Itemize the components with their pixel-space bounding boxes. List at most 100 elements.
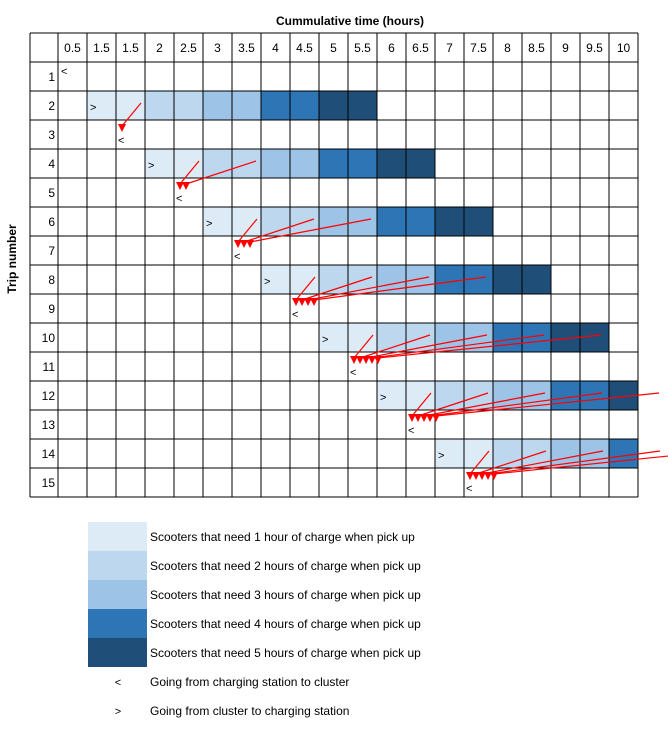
legend-swatch xyxy=(88,522,147,551)
to-station-marker: > xyxy=(148,160,154,172)
legend-symbol-label: Going from cluster to charging station xyxy=(150,704,349,718)
trip-number: 7 xyxy=(48,244,55,258)
charge-arrow-line xyxy=(475,450,547,475)
shaded-cell xyxy=(435,207,464,236)
trip-number: 14 xyxy=(42,447,56,461)
charge-arrow-head xyxy=(356,356,364,364)
shaded-cell xyxy=(377,149,406,178)
shaded-cell xyxy=(319,149,348,178)
charge-arrow-line xyxy=(243,218,315,243)
shaded-cell xyxy=(261,91,290,120)
trip-number: 2 xyxy=(48,99,55,113)
shaded-cell xyxy=(174,91,203,120)
shaded-cell xyxy=(551,381,580,410)
charge-arrow-head xyxy=(426,414,434,422)
charge-arrow-head xyxy=(234,240,242,248)
time-header: 7 xyxy=(446,41,453,55)
legend-swatch xyxy=(88,609,147,638)
charge-arrow-line xyxy=(371,334,545,359)
charge-arrow-head xyxy=(432,414,440,422)
legend-swatch xyxy=(88,580,147,609)
charge-arrow-line xyxy=(237,218,258,243)
charge-arrow-line xyxy=(411,392,432,417)
to-cluster-marker: < xyxy=(234,251,240,263)
legend-label: Scooters that need 5 hours of charge whe… xyxy=(150,646,421,660)
charge-arrow-line xyxy=(417,392,489,417)
charge-arrow-head xyxy=(484,472,492,480)
time-header: 5 xyxy=(330,41,337,55)
time-header: 7.5 xyxy=(470,41,487,55)
charge-arrow-line xyxy=(429,392,603,417)
shaded-cell xyxy=(406,207,435,236)
legend-symbol: < xyxy=(115,677,121,689)
charge-arrow-head xyxy=(350,356,358,364)
charge-arrow-head xyxy=(414,414,422,422)
shaded-cell xyxy=(145,149,174,178)
shaded-cell xyxy=(377,207,406,236)
charge-arrow-head xyxy=(466,472,474,480)
time-header: 8.5 xyxy=(528,41,545,55)
trip-number: 11 xyxy=(43,360,56,374)
y-axis-label: Trip number xyxy=(5,224,19,294)
shaded-cell xyxy=(203,91,232,120)
to-station-marker: > xyxy=(90,102,96,114)
trip-number: 9 xyxy=(48,302,55,316)
charge-arrow-line xyxy=(307,276,430,301)
time-header: 4.5 xyxy=(296,41,313,55)
charge-arrow-line xyxy=(179,160,200,185)
to-cluster-marker: < xyxy=(466,483,472,495)
trip-number: 6 xyxy=(48,215,55,229)
charge-arrow-head xyxy=(182,182,190,190)
charge-arrow-head xyxy=(490,472,498,480)
time-header: 8 xyxy=(504,41,511,55)
shaded-cell xyxy=(348,207,377,236)
to-station-marker: > xyxy=(322,334,328,346)
time-header: 10 xyxy=(617,41,631,55)
time-header: 6 xyxy=(388,41,395,55)
charge-arrow-head xyxy=(420,414,428,422)
time-header: 3.5 xyxy=(238,41,255,55)
shaded-cell xyxy=(319,207,348,236)
shaded-cell xyxy=(145,91,174,120)
shaded-cell xyxy=(261,149,290,178)
shaded-cell xyxy=(348,91,377,120)
time-header: 1.5 xyxy=(93,41,110,55)
time-header: 1.5 xyxy=(122,41,139,55)
trip-number: 3 xyxy=(48,128,55,142)
to-station-marker: > xyxy=(380,392,386,404)
shaded-cell xyxy=(261,265,290,294)
shaded-cell xyxy=(493,265,522,294)
charge-arrow-head xyxy=(118,124,126,132)
shaded-cell xyxy=(87,91,116,120)
trip-number: 13 xyxy=(42,418,56,432)
trip-number: 1 xyxy=(48,70,55,84)
trip-number: 5 xyxy=(48,186,55,200)
charge-arrow-line xyxy=(423,392,546,417)
shaded-cell xyxy=(435,265,464,294)
shaded-cell xyxy=(522,265,551,294)
shaded-cell xyxy=(377,381,406,410)
charge-arrow-line xyxy=(377,334,602,359)
charge-arrow-head xyxy=(304,298,312,306)
shaded-cell xyxy=(348,149,377,178)
charge-arrow-line xyxy=(121,102,142,127)
shaded-cell xyxy=(464,207,493,236)
time-header: 5.5 xyxy=(354,41,371,55)
to-cluster-marker: < xyxy=(350,367,356,379)
shaded-cell xyxy=(290,91,319,120)
charge-arrow-line xyxy=(365,334,488,359)
charge-arrow-head xyxy=(472,472,480,480)
time-header: 4 xyxy=(272,41,279,55)
legend: Scooters that need 1 hour of charge when… xyxy=(88,522,421,718)
to-cluster-marker: < xyxy=(408,425,414,437)
to-station-marker: > xyxy=(206,218,212,230)
charge-arrow-head xyxy=(478,472,486,480)
legend-swatch xyxy=(88,638,147,667)
shaded-cell xyxy=(435,439,464,468)
charge-arrow-line xyxy=(185,160,257,185)
charge-arrows xyxy=(118,102,668,480)
time-header: 9.5 xyxy=(586,41,603,55)
charge-arrow-head xyxy=(374,356,382,364)
to-cluster-marker: < xyxy=(61,66,67,78)
